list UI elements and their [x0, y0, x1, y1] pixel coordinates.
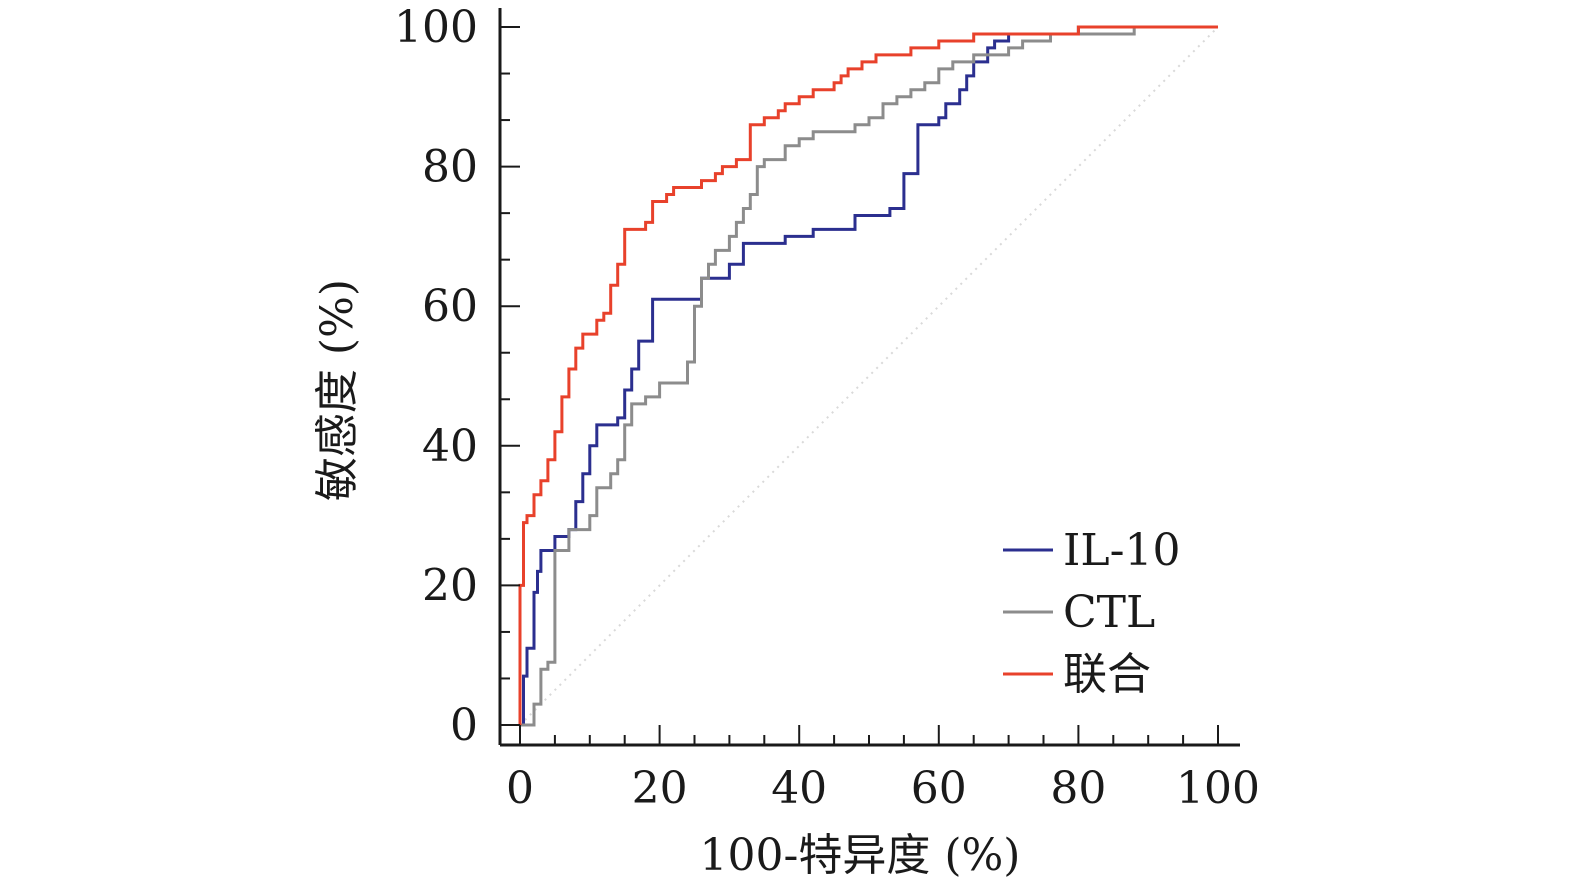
- y-axis-title: 敏感度 (%): [312, 279, 363, 501]
- y-tick-label: 0: [450, 700, 478, 751]
- y-axis-ticks: 0 20 40 60 80 100: [394, 2, 520, 751]
- y-tick-label: 80: [422, 142, 478, 193]
- x-tick-label: 0: [506, 763, 534, 814]
- y-tick-label: 100: [394, 2, 478, 53]
- y-tick-label: 60: [422, 281, 478, 332]
- series-layer: [518, 25, 1218, 727]
- series-line-0: [520, 25, 1218, 727]
- x-tick-label: 40: [771, 763, 827, 814]
- legend: IL-10 CTL 联合: [1003, 525, 1180, 700]
- x-tick-label: 60: [911, 763, 967, 814]
- x-tick-label: 100: [1176, 763, 1260, 814]
- legend-label-2: 联合: [1063, 649, 1151, 700]
- series-line-1: [520, 25, 1218, 727]
- x-axis-ticks: 0 20 40 60 80 100: [506, 725, 1260, 814]
- y-tick-label: 20: [422, 560, 478, 611]
- x-axis-title: 100-特异度 (%): [700, 830, 1021, 881]
- series-line-2: [518, 25, 1218, 725]
- x-tick-label: 20: [632, 763, 688, 814]
- x-tick-label: 80: [1050, 763, 1106, 814]
- legend-label-0: IL-10: [1063, 525, 1180, 576]
- legend-label-1: CTL: [1063, 587, 1155, 638]
- y-tick-label: 40: [422, 421, 478, 472]
